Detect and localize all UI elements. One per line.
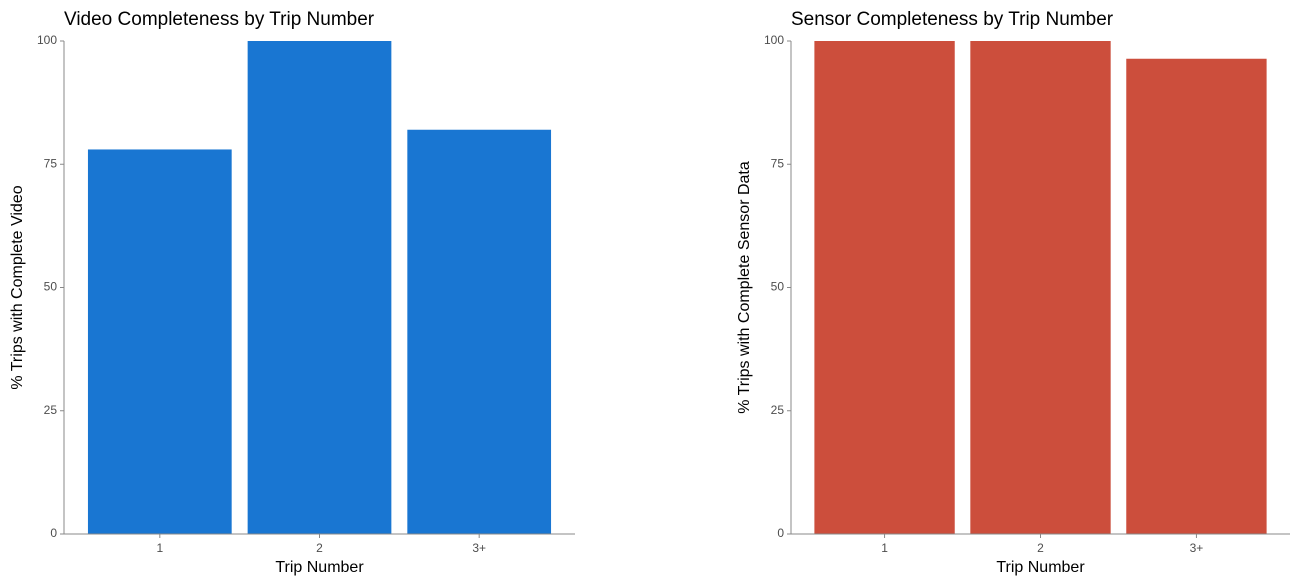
bar	[814, 41, 955, 534]
bar	[247, 41, 392, 534]
x-tick-label: 3+	[472, 541, 486, 555]
y-tick-label: 75	[771, 156, 785, 170]
x-tick-label: 1	[156, 541, 163, 555]
y-tick-label: 25	[771, 403, 785, 417]
x-tick-label: 2	[316, 541, 323, 555]
x-tick-label: 1	[881, 541, 888, 555]
chart-title: Sensor Completeness by Trip Number	[791, 9, 1114, 30]
y-tick-label: 0	[50, 526, 57, 540]
y-axis-title: % Trips with Complete Sensor Data	[736, 161, 753, 414]
bar	[407, 129, 552, 535]
y-tick-label: 25	[44, 403, 58, 417]
y-tick-label: 50	[771, 280, 785, 294]
chart-title: Video Completeness by Trip Number	[64, 9, 375, 30]
y-axis-title: % Trips with Complete Video	[9, 185, 26, 389]
y-tick-label: 50	[44, 280, 58, 294]
y-tick-label: 75	[44, 156, 58, 170]
bar	[970, 41, 1111, 534]
x-tick-label: 2	[1037, 541, 1044, 555]
bar	[1126, 58, 1267, 535]
x-axis-title: Trip Number	[996, 559, 1085, 576]
bar	[87, 149, 232, 534]
y-tick-label: 100	[37, 33, 57, 47]
y-tick-label: 100	[764, 33, 784, 47]
x-tick-label: 3+	[1190, 541, 1204, 555]
x-axis-title: Trip Number	[275, 559, 364, 576]
y-tick-label: 0	[777, 526, 784, 540]
